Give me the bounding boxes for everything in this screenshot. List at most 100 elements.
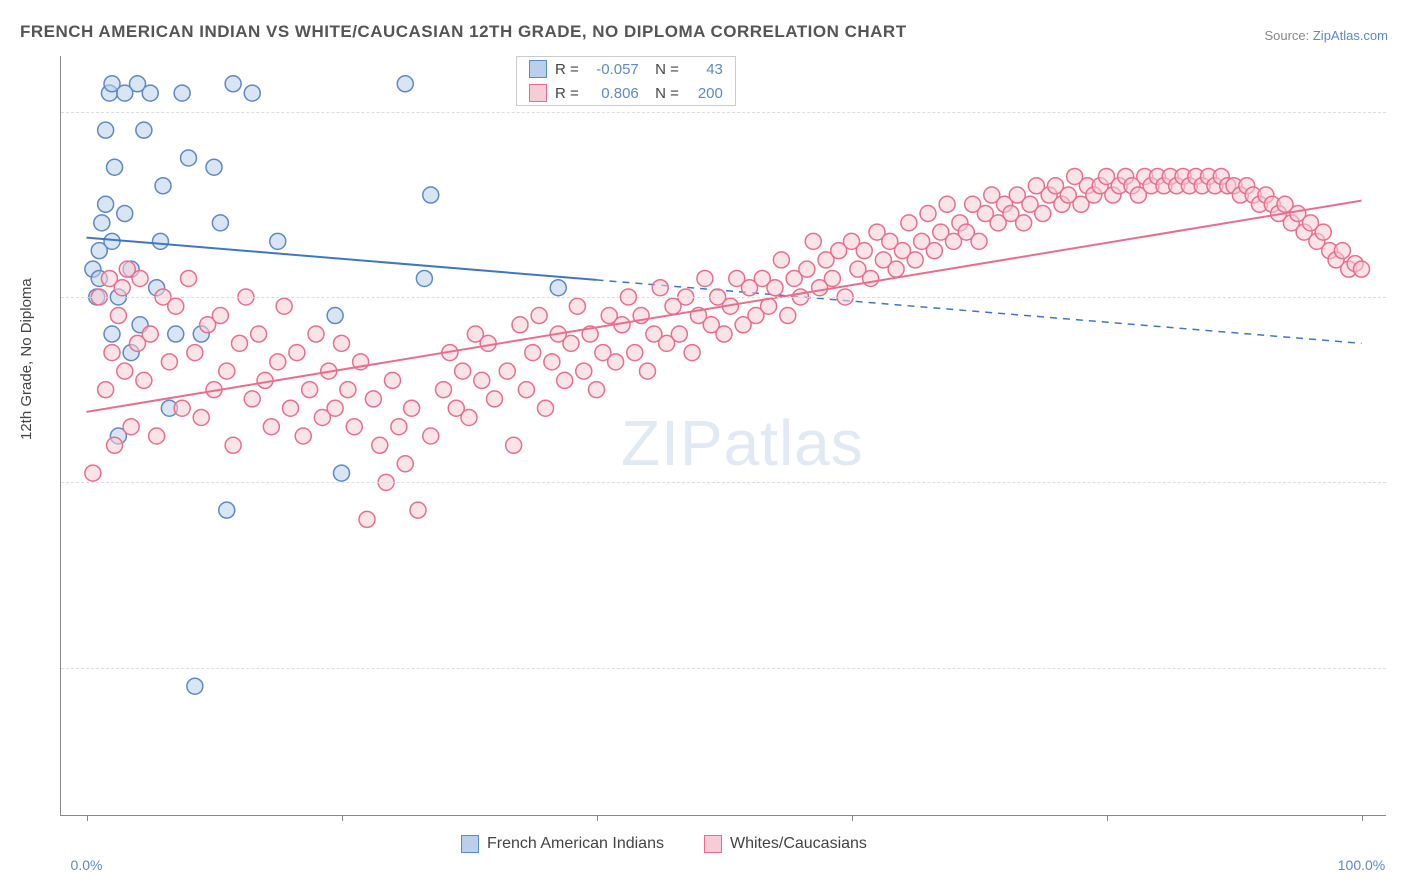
scatter-point — [212, 215, 228, 231]
scatter-point — [98, 196, 114, 212]
scatter-point — [225, 437, 241, 453]
scatter-point — [716, 326, 732, 342]
scatter-point — [123, 419, 139, 435]
gridline-h — [61, 297, 1386, 298]
scatter-point — [193, 409, 209, 425]
scatter-point — [1035, 206, 1051, 222]
scatter-point — [359, 511, 375, 527]
legend-r-value: 0.806 — [587, 85, 639, 102]
scatter-point — [697, 270, 713, 286]
scatter-point — [1334, 243, 1350, 259]
scatter-point — [863, 270, 879, 286]
scatter-point — [114, 280, 130, 296]
scatter-point — [805, 233, 821, 249]
scatter-point — [168, 298, 184, 314]
scatter-point — [142, 85, 158, 101]
legend-series-item: Whites/Caucasians — [704, 835, 867, 853]
source-link[interactable]: ZipAtlas.com — [1313, 28, 1388, 43]
scatter-point — [98, 382, 114, 398]
legend-swatch — [529, 60, 547, 78]
scatter-point — [212, 308, 228, 324]
scatter-point — [480, 335, 496, 351]
legend-series-item: French American Indians — [461, 835, 664, 853]
scatter-point — [161, 354, 177, 370]
x-tick — [342, 815, 343, 821]
scatter-point — [926, 243, 942, 259]
scatter-point — [372, 437, 388, 453]
scatter-point — [149, 428, 165, 444]
correlation-legend: R = -0.057 N = 43R = 0.806 N = 200 — [516, 56, 736, 106]
scatter-point — [901, 215, 917, 231]
scatter-point — [104, 345, 120, 361]
scatter-point — [276, 298, 292, 314]
scatter-point — [1016, 215, 1032, 231]
scatter-point — [506, 437, 522, 453]
scatter-point — [308, 326, 324, 342]
scatter-point — [219, 363, 235, 379]
chart-container: FRENCH AMERICAN INDIAN VS WHITE/CAUCASIA… — [0, 0, 1406, 892]
scatter-point — [773, 252, 789, 268]
scatter-point — [136, 372, 152, 388]
scatter-point — [85, 465, 101, 481]
scatter-point — [589, 382, 605, 398]
scatter-point — [423, 428, 439, 444]
scatter-point — [289, 345, 305, 361]
scatter-point — [283, 400, 299, 416]
source-prefix: Source: — [1264, 28, 1312, 43]
scatter-point — [410, 502, 426, 518]
legend-r-label: R = — [555, 61, 579, 78]
scatter-point — [327, 400, 343, 416]
scatter-point — [107, 437, 123, 453]
scatter-point — [385, 372, 401, 388]
scatter-point — [244, 391, 260, 407]
scatter-point — [244, 85, 260, 101]
scatter-point — [550, 280, 566, 296]
scatter-point — [423, 187, 439, 203]
scatter-point — [487, 391, 503, 407]
scatter-point — [295, 428, 311, 444]
scatter-point — [327, 308, 343, 324]
scatter-point — [168, 326, 184, 342]
y-tick-label: 70.0% — [1396, 660, 1406, 676]
y-tick-label: 90.0% — [1396, 289, 1406, 305]
scatter-point — [671, 326, 687, 342]
scatter-point — [142, 326, 158, 342]
scatter-point — [104, 233, 120, 249]
scatter-point — [346, 419, 362, 435]
x-tick-label: 100.0% — [1338, 857, 1385, 873]
scatter-point — [767, 280, 783, 296]
scatter-point — [1315, 224, 1331, 240]
scatter-point — [117, 363, 133, 379]
scatter-point — [939, 196, 955, 212]
scatter-point — [181, 270, 197, 286]
legend-r-value: -0.057 — [587, 61, 639, 78]
scatter-point — [94, 215, 110, 231]
y-tick-label: 80.0% — [1396, 474, 1406, 490]
scatter-point — [455, 363, 471, 379]
scatter-point — [416, 270, 432, 286]
trend-line-solid — [87, 238, 597, 280]
scatter-point — [117, 206, 133, 222]
scatter-point — [538, 400, 554, 416]
scatter-point — [263, 419, 279, 435]
scatter-point — [219, 502, 235, 518]
scatter-point — [557, 372, 573, 388]
scatter-point — [334, 335, 350, 351]
gridline-h — [61, 112, 1386, 113]
source-attribution: Source: ZipAtlas.com — [1264, 28, 1388, 43]
legend-series-name: Whites/Caucasians — [730, 835, 867, 853]
legend-n-value: 43 — [687, 61, 723, 78]
scatter-point — [888, 261, 904, 277]
scatter-point — [474, 372, 490, 388]
legend-stat-row: R = -0.057 N = 43 — [517, 57, 735, 81]
scatter-point — [1354, 261, 1370, 277]
scatter-point — [174, 400, 190, 416]
scatter-point — [569, 298, 585, 314]
scatter-point — [104, 326, 120, 342]
x-tick-label: 0.0% — [71, 857, 103, 873]
legend-n-label: N = — [647, 85, 679, 102]
scatter-point — [270, 354, 286, 370]
scatter-point — [652, 280, 668, 296]
scatter-point — [544, 354, 560, 370]
scatter-point — [397, 76, 413, 92]
